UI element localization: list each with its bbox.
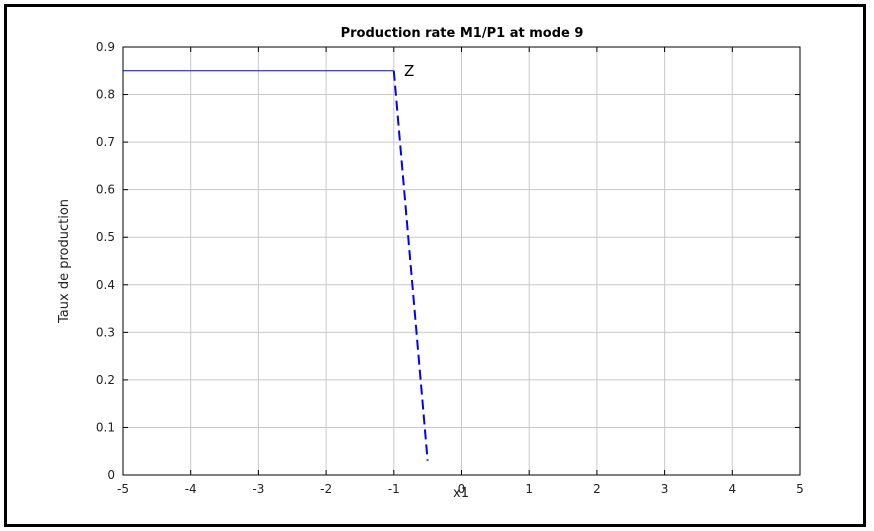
x-tick-label: -5 (117, 482, 129, 496)
x-tick-label: 1 (525, 482, 533, 496)
annotations: Z (404, 62, 414, 80)
y-tick-label: 0.2 (96, 373, 115, 387)
y-tick-label: 0.8 (96, 88, 115, 102)
chart-title: Production rate M1/P1 at mode 9 (341, 26, 584, 41)
x-tick-label: 5 (796, 482, 804, 496)
x-axis-label: x1 (453, 486, 469, 501)
x-tick-label: -2 (320, 482, 332, 496)
y-axis-label: Taux de production (57, 199, 72, 324)
y-tick-label: 0.7 (96, 135, 115, 149)
y-tick-label: 0.4 (96, 278, 115, 292)
x-tick-label: 4 (728, 482, 736, 496)
y-tick-label: 0.6 (96, 183, 115, 197)
x-axis-ticks: -5 -4 -3 -2 -1 0 1 2 3 4 5 (117, 47, 804, 496)
x-tick-label: 0 (458, 482, 466, 496)
y-tick-label: 0.3 (96, 325, 115, 339)
y-tick-label: 0.1 (96, 420, 115, 434)
series-segment (392, 70, 429, 461)
x-tick-label: -1 (388, 482, 400, 496)
x-tick-label: 2 (593, 482, 601, 496)
y-tick-label: 0.5 (96, 230, 115, 244)
x-tick-label: -3 (252, 482, 264, 496)
x-tick-label: -4 (185, 482, 197, 496)
y-tick-label: 0 (107, 468, 115, 482)
series-lines (123, 70, 429, 461)
x-tick-label: 3 (661, 482, 669, 496)
annotation-label: Z (404, 62, 414, 80)
y-tick-label: 0.9 (96, 40, 115, 54)
y-axis-ticks: 0 0.1 0.2 0.3 0.4 0.5 0.6 0.7 0.8 0.9 (96, 40, 800, 482)
grid (123, 47, 800, 475)
